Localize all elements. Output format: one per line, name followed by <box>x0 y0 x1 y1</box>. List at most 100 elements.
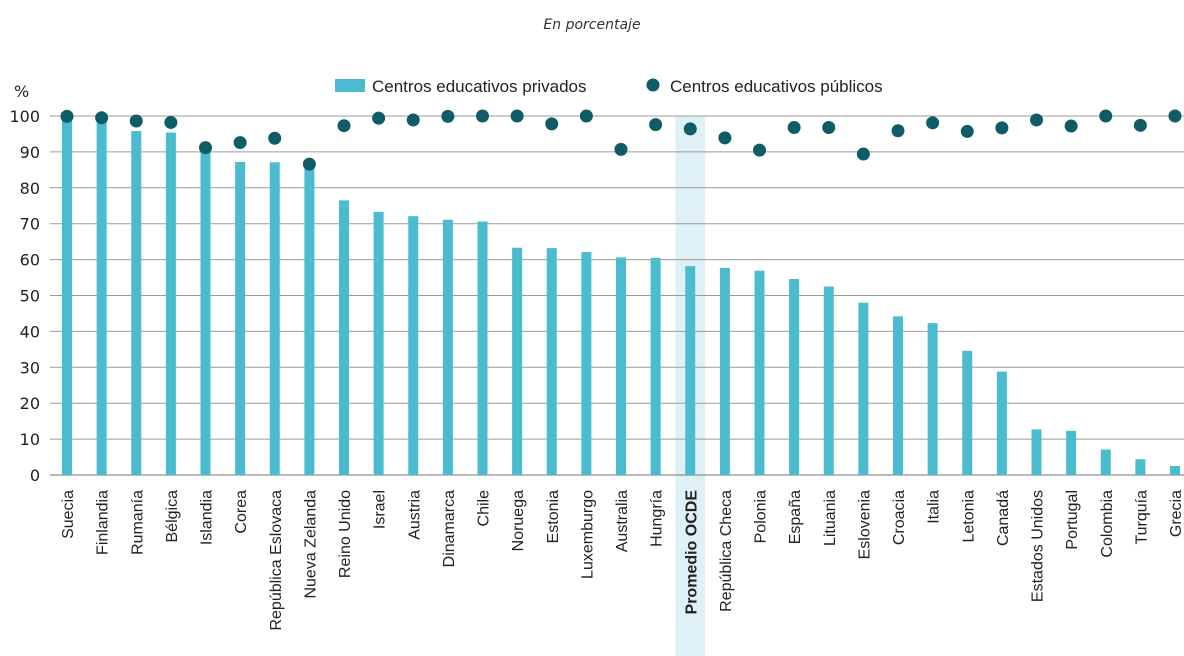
dot-publicos-canada <box>995 121 1009 135</box>
dot-publicos-grecia <box>1168 109 1182 123</box>
bar-privados-rumania <box>131 131 142 475</box>
dot-publicos-estados-unidos <box>1030 113 1043 127</box>
bar-privados-hungria <box>650 257 661 475</box>
x-tick-label-dinamarca: Dinamarca <box>441 490 458 567</box>
bar-privados-colombia <box>1100 449 1111 475</box>
dot-publicos-republica-eslovaca <box>268 131 282 145</box>
dot-publicos-luxemburgo <box>579 109 593 123</box>
dot-publicos-dinamarca <box>441 109 455 123</box>
x-tick-label-espana: España <box>787 490 804 544</box>
x-tick-label-colombia: Colombia <box>1099 490 1116 558</box>
x-tick-label-portugal: Portugal <box>1064 490 1081 550</box>
dot-publicos-croacia <box>891 124 905 138</box>
bar-privados-finlandia <box>96 118 107 476</box>
y-tick-label: 10 <box>20 430 40 449</box>
y-tick-label: 0 <box>30 466 40 485</box>
y-tick-label: 50 <box>20 287 40 306</box>
y-tick-label: 90 <box>20 143 40 162</box>
bar-privados-republica-eslovaca <box>269 162 280 475</box>
y-axis-unit-label: % <box>14 82 29 101</box>
chart-subtitle: En porcentaje <box>543 17 641 33</box>
dot-publicos-israel <box>372 111 386 125</box>
dot-publicos-espana <box>787 120 801 134</box>
dot-publicos-lituania <box>822 120 836 134</box>
legend-swatch-privados <box>335 79 365 92</box>
x-tick-label-estonia: Estonia <box>545 490 562 543</box>
bar-privados-polonia <box>754 270 765 475</box>
bar-privados-republica-checa <box>719 267 730 475</box>
x-tick-label-letonia: Letonia <box>960 490 977 543</box>
x-tick-label-lituania: Lituania <box>822 490 839 546</box>
x-tick-label-grecia: Grecia <box>1168 490 1184 537</box>
x-tick-label-italia: Italia <box>926 490 943 524</box>
bar-privados-letonia <box>962 350 973 475</box>
dot-publicos-promedio-ocde <box>683 122 697 136</box>
y-tick-label: 40 <box>20 322 40 341</box>
legend-label-privados: Centros educativos privados <box>372 77 587 96</box>
bar-privados-turquia <box>1135 459 1146 475</box>
y-tick-label: 60 <box>20 251 40 270</box>
dot-publicos-rumania <box>129 114 143 128</box>
dot-publicos-islandia <box>199 141 212 155</box>
bar-privados-promedio-ocde <box>685 266 696 475</box>
legend: Centros educativos privados Centros educ… <box>335 77 883 96</box>
bar-privados-chile <box>477 221 488 475</box>
x-tick-label-chile: Chile <box>476 490 493 527</box>
dot-publicos-australia <box>614 142 628 156</box>
dot-publicos-noruega <box>510 109 524 123</box>
dot-publicos-nueva-zelanda <box>302 157 316 171</box>
bar-privados-islandia <box>200 148 211 475</box>
x-tick-label-croacia: Croacia <box>891 490 908 545</box>
dot-publicos-finlandia <box>95 111 109 125</box>
bar-privados-canada <box>996 371 1007 475</box>
bar-privados-austria <box>408 216 419 475</box>
bar-privados-croacia <box>893 316 903 475</box>
dot-publicos-estonia <box>545 117 559 131</box>
bar-privados-estados-unidos <box>1031 429 1042 475</box>
x-tick-label-turquia: Turquía <box>1133 490 1150 545</box>
x-tick-label-hungria: Hungría <box>649 490 666 547</box>
x-tick-label-republica-checa: República Checa <box>718 490 735 612</box>
dot-publicos-hungria <box>649 118 663 132</box>
dot-publicos-polonia <box>753 143 766 157</box>
bar-privados-australia <box>616 257 626 475</box>
x-axis-labels: Suecia Finlandia Rumanía Bélgica Islandia Cor… <box>60 490 1184 631</box>
x-tick-label-suecia: Suecia <box>60 490 77 539</box>
dot-publicos-chile <box>476 109 489 123</box>
bar-privados-italia <box>927 323 938 475</box>
x-tick-label-promedio-ocde: Promedio OCDE <box>683 490 700 615</box>
dot-publicos-letonia <box>960 124 974 138</box>
x-tick-label-republica-eslovaca: República Eslovaca <box>268 490 285 631</box>
x-tick-label-finlandia: Finlandia <box>95 490 112 555</box>
x-tick-label-luxemburgo: Luxemburgo <box>579 490 596 579</box>
bar-privados-israel <box>373 211 384 475</box>
bar-privados-belgica <box>165 132 176 476</box>
bar-privados-dinamarca <box>442 219 453 475</box>
bar-privados-estonia <box>546 248 557 475</box>
bar-privados-nueva-zelanda <box>304 164 315 475</box>
dot-publicos-corea <box>233 136 247 150</box>
dot-publicos-colombia <box>1099 109 1113 123</box>
bar-privados-corea <box>235 161 246 475</box>
dot-publicos-suecia <box>60 109 74 123</box>
y-tick-label: 100 <box>9 107 40 126</box>
y-axis: 0 10 20 30 40 50 60 70 80 90 100 <box>9 107 40 485</box>
dot-publicos-portugal <box>1064 119 1078 133</box>
x-tick-label-estados-unidos: Estados Unidos <box>1030 490 1047 602</box>
bar-privados-portugal <box>1066 430 1077 475</box>
dot-publicos-italia <box>926 116 940 130</box>
x-tick-label-corea: Corea <box>233 490 250 534</box>
dot-publicos-belgica <box>164 115 178 129</box>
legend-label-publicos: Centros educativos públicos <box>670 77 883 96</box>
x-tick-label-nueva-zelanda: Nueva Zelanda <box>302 490 319 599</box>
x-tick-label-islandia: Islandia <box>199 490 216 545</box>
dot-publicos-reino-unido <box>337 119 351 133</box>
dot-publicos-turquia <box>1133 118 1147 132</box>
bar-privados-suecia <box>62 117 72 475</box>
bar-privados-reino-unido <box>339 200 349 476</box>
bar-privados-lituania <box>823 286 834 475</box>
x-tick-label-eslovenia: Eslovenia <box>856 490 873 559</box>
x-tick-label-polonia: Polonia <box>753 490 770 543</box>
x-tick-label-canada: Canadá <box>995 490 1012 546</box>
